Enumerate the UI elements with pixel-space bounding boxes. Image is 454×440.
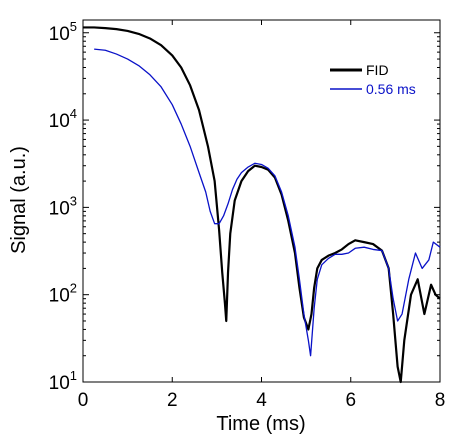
legend-label: FID: [366, 62, 389, 78]
y-tick-label-base: 10: [49, 24, 70, 45]
series-line-fid: [83, 26, 441, 384]
legend-label: 0.56 ms: [366, 81, 416, 97]
y-tick-label: 102: [49, 281, 77, 307]
plot-area: [82, 19, 441, 383]
y-tick-label-exponent: 2: [70, 281, 77, 296]
y-tick-label-base: 10: [49, 198, 70, 219]
x-tick-labels: 0 2 4 6 8: [78, 390, 446, 411]
x-tick-label: 6: [345, 390, 356, 411]
x-axis-title: Time (ms): [216, 413, 305, 435]
y-tick-label-base: 10: [49, 111, 70, 132]
y-tick-label-base: 10: [49, 286, 70, 307]
y-tick-label: 104: [49, 106, 77, 132]
y-axis-title: Signal (a.u.): [8, 146, 30, 254]
y-tick-label: 103: [49, 193, 77, 219]
x-tick-label: 4: [256, 390, 267, 411]
y-tick-label-exponent: 3: [70, 193, 77, 208]
y-tick-label-exponent: 5: [70, 19, 77, 34]
series-lines: [83, 26, 441, 384]
series-line-shifted: [94, 48, 441, 357]
y-tick-label-exponent: 4: [70, 106, 77, 121]
y-tick-label: 101: [49, 368, 77, 394]
axis-ticks: [82, 20, 441, 383]
y-tick-label: 105: [49, 19, 77, 45]
x-tick-label: 0: [78, 390, 89, 411]
y-tick-label-exponent: 1: [70, 368, 77, 383]
y-tick-label-base: 10: [49, 373, 70, 394]
x-tick-label: 2: [167, 390, 178, 411]
x-tick-label: 8: [435, 390, 446, 411]
legend: FID 0.56 ms: [330, 62, 416, 97]
